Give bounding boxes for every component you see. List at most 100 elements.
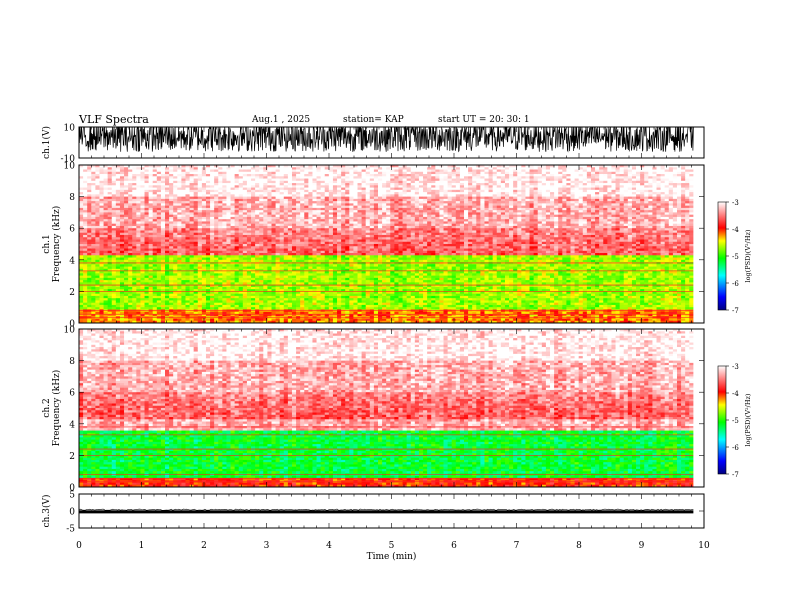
ch1-spectrogram-cell xyxy=(95,309,100,313)
ch1-spectrogram-cell xyxy=(79,198,84,202)
ch1-spectrogram-cell xyxy=(87,214,92,218)
ch1-spectrogram-cell xyxy=(119,225,125,229)
ch1-spectrogram-cell xyxy=(87,273,92,276)
ch1-spectrogram-cell xyxy=(103,210,109,213)
ch1-spectrogram-cell xyxy=(177,277,182,281)
ch1-spectrogram-cell xyxy=(119,284,125,288)
ch1-spectrogram-cell xyxy=(144,266,150,270)
ch1-spectrogram-cell xyxy=(165,171,170,175)
ch1-spectrogram-cell xyxy=(136,268,141,272)
ch1-spectrogram-cell xyxy=(185,248,190,252)
ch1-spectrogram-cell xyxy=(111,286,117,290)
ch1-spectrogram-cell xyxy=(103,203,109,207)
ch1-spectrogram-cell xyxy=(160,219,166,222)
ch1-spectrogram-cell xyxy=(95,268,100,272)
ch1-spectrogram-cell xyxy=(136,234,141,238)
ch1-spectrogram-cell xyxy=(111,273,117,276)
ch1-spectrogram-cell xyxy=(87,210,92,213)
ch1-spectrogram-cell xyxy=(140,187,145,191)
ch1-spectrogram-cell xyxy=(169,203,174,207)
ch1-spectrogram-cell xyxy=(189,259,195,263)
ch1-spectrogram-cell xyxy=(132,266,137,270)
ch1-spectrogram-cell xyxy=(136,169,141,173)
ch1-spectrogram-cell xyxy=(115,295,121,299)
ch1-spectrogram-cell xyxy=(181,219,186,222)
ch1-spectrogram-cell xyxy=(156,246,162,249)
ch1-spectrogram-cell xyxy=(140,225,145,229)
ch1-spectrogram-cell xyxy=(173,176,178,179)
ch1-spectrogram-cell xyxy=(177,307,182,310)
ch1-spectrogram-cell xyxy=(144,271,150,274)
ch1-spectrogram-cell xyxy=(111,207,117,211)
ch1-spectrogram-cell xyxy=(148,198,154,202)
ch1-spectrogram-cell xyxy=(119,248,125,252)
ch1-spectrogram-cell xyxy=(165,271,170,274)
ch1-spectrogram-cell xyxy=(111,189,117,193)
ch1-spectrogram-cell xyxy=(83,201,88,204)
ch1-spectrogram-cell xyxy=(124,178,129,182)
ch1-spectrogram-cell xyxy=(181,293,186,297)
ch1-spectrogram-cell xyxy=(144,234,150,238)
ch1-spectrogram-cell xyxy=(181,207,186,211)
ch1-spectrogram-cell xyxy=(119,307,125,310)
ch1-spectrogram-cell xyxy=(87,194,92,197)
ch1-spectrogram-cell xyxy=(140,198,145,202)
ch1-spectrogram-cell xyxy=(79,264,84,267)
ch1-spectrogram-cell xyxy=(95,165,100,168)
ch1-spectrogram-cell xyxy=(111,180,117,184)
ch1-spectrogram-cell xyxy=(99,293,104,297)
ch1-spectrogram-cell xyxy=(144,244,150,247)
ch1-spectrogram-cell xyxy=(107,257,113,261)
ch1-spectrogram-cell xyxy=(136,219,141,222)
ch1-spectrogram-cell xyxy=(165,230,170,234)
ch1-spectrogram-cell xyxy=(169,266,174,270)
ch1-spectrogram-cell xyxy=(140,259,145,263)
ch1-spectrogram-cell xyxy=(140,216,145,220)
ch1-spectrogram-cell xyxy=(177,183,182,186)
ch1-spectrogram-cell xyxy=(119,223,125,227)
ch1-spectrogram-cell xyxy=(107,207,113,211)
ch1-spectrogram-cell xyxy=(91,237,96,240)
ch1-spectrogram-cell xyxy=(140,304,145,308)
ch1-spectrogram-cell xyxy=(169,313,174,317)
ch1-spectrogram-cell xyxy=(111,293,117,297)
ch1-spectrogram-cell xyxy=(83,225,88,229)
ch1-spectrogram-cell xyxy=(181,241,186,245)
ch1-spectrogram-cell xyxy=(185,189,190,193)
ch1-spectrogram-cell xyxy=(111,210,117,213)
ch1-spectrogram-cell xyxy=(152,271,158,274)
ch1-spectrogram-cell xyxy=(119,302,125,306)
ch1-spectrogram-cell xyxy=(165,291,170,295)
ch1-spectrogram-cell xyxy=(156,203,162,207)
ch1-spectrogram-cell xyxy=(91,275,96,279)
ch1-spectrogram-cell xyxy=(132,244,137,247)
ch1-spectrogram-cell xyxy=(111,171,117,175)
ch1-spectrogram-cell xyxy=(79,219,84,222)
ch1-spectrogram-cell xyxy=(119,216,125,220)
ch1-spectrogram-cell xyxy=(99,167,104,170)
ch1-spectrogram-cell xyxy=(132,304,137,308)
ch1-spectrogram-cell xyxy=(111,295,117,299)
ch1-spectrogram-cell xyxy=(177,187,182,191)
ch1-spectrogram-cell xyxy=(103,271,109,274)
ch1-spectrogram-cell xyxy=(136,230,141,234)
ch1-spectrogram-cell xyxy=(189,187,195,191)
ch1-spectrogram-cell xyxy=(165,309,170,313)
ch1-spectrogram-cell xyxy=(136,180,141,184)
ch1-spectrogram-cell xyxy=(156,237,162,240)
ch1-spectrogram-cell xyxy=(132,234,137,238)
ch1-spectrogram-cell xyxy=(136,259,141,263)
ch1-spectrogram-cell xyxy=(189,318,195,322)
ch1-spectrogram-cell xyxy=(111,239,117,243)
ch1-spectrogram-cell xyxy=(91,183,96,186)
ch1-spectrogram-cell xyxy=(156,232,162,236)
ch1-spectrogram-cell xyxy=(99,302,104,306)
ch1-spectrogram-cell xyxy=(144,293,150,297)
ch1-spectrogram-cell xyxy=(83,293,88,297)
ch1-spectrogram-cell xyxy=(156,280,162,283)
ch1-spectrogram-cell xyxy=(91,169,96,173)
ch1-spectrogram-cell xyxy=(160,309,166,313)
ch1-spectrogram-cell xyxy=(79,275,84,279)
ch1-spectrogram-cell xyxy=(111,230,117,234)
ch1-spectrogram-cell xyxy=(79,271,84,274)
